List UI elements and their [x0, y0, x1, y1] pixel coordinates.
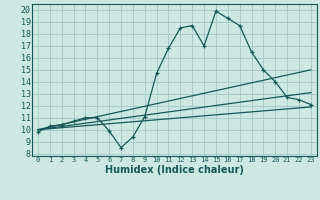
X-axis label: Humidex (Indice chaleur): Humidex (Indice chaleur)	[105, 165, 244, 175]
